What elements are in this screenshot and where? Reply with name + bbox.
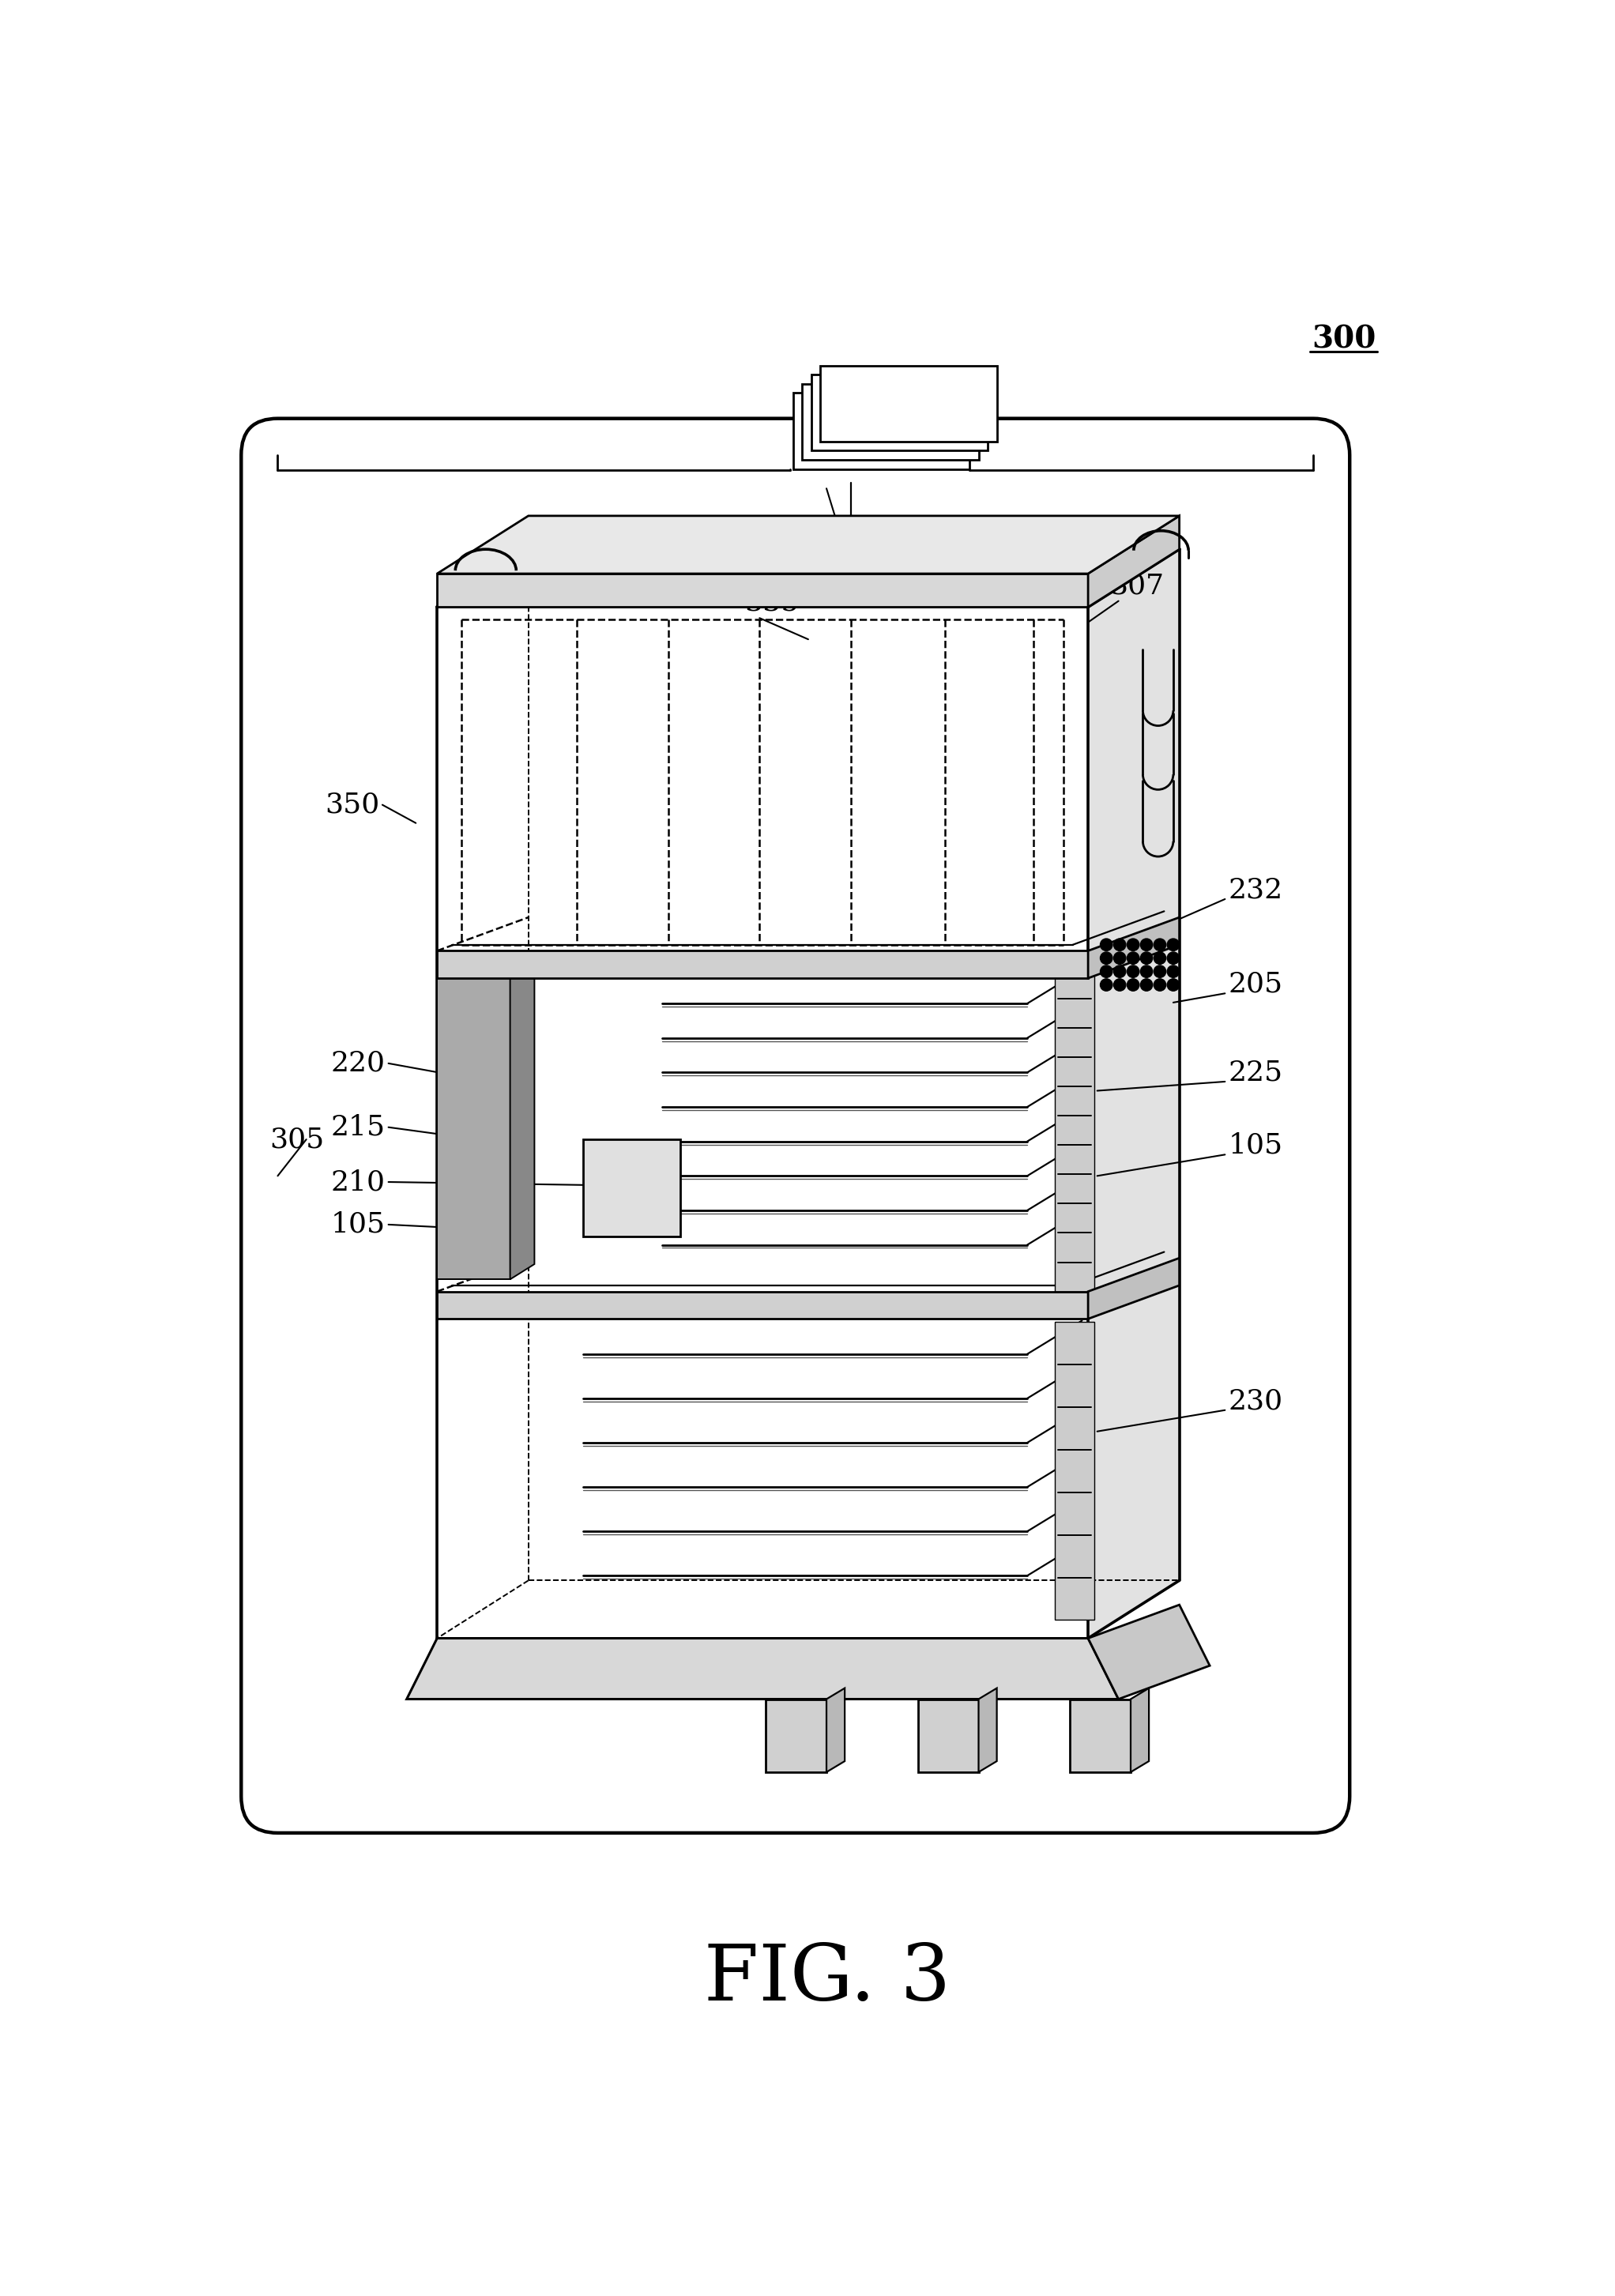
Circle shape [1100,978,1113,992]
Polygon shape [438,1290,1089,1318]
Polygon shape [438,951,1089,978]
Polygon shape [583,1139,680,1238]
Polygon shape [438,517,1179,574]
Text: 335: 335 [745,590,799,615]
Text: 305: 305 [270,1125,325,1153]
Circle shape [1114,964,1126,978]
Bar [811,374,988,450]
Circle shape [1140,978,1153,992]
Circle shape [1153,939,1166,951]
Polygon shape [1130,1688,1148,1773]
Circle shape [1114,953,1126,964]
Polygon shape [510,953,535,1279]
Text: FIG. 3: FIG. 3 [704,1940,951,2016]
Polygon shape [917,1699,979,1773]
Text: 125: 125 [811,523,866,551]
Polygon shape [1089,549,1179,1639]
Text: 350: 350 [325,792,380,817]
Polygon shape [1055,1322,1095,1621]
Circle shape [1100,964,1113,978]
Polygon shape [1055,969,1095,1290]
Circle shape [1153,964,1166,978]
Polygon shape [438,574,1089,606]
Circle shape [1127,953,1139,964]
Circle shape [1168,978,1179,992]
Circle shape [1100,953,1113,964]
Circle shape [1140,939,1153,951]
Text: 205: 205 [1227,971,1282,999]
Polygon shape [438,606,1089,1639]
Polygon shape [1089,1258,1179,1318]
Polygon shape [1089,918,1179,978]
Polygon shape [979,1688,996,1773]
Text: 105: 105 [331,1212,386,1238]
Text: 105: 105 [1227,1132,1282,1159]
Text: 307: 307 [1110,572,1164,599]
Text: 230: 230 [1227,1387,1282,1414]
Circle shape [1114,978,1126,992]
Polygon shape [827,1688,845,1773]
Circle shape [1127,939,1139,951]
Text: 215: 215 [331,1114,386,1141]
Bar [803,383,979,459]
Circle shape [1153,978,1166,992]
Circle shape [1168,964,1179,978]
Text: 210: 210 [331,1169,386,1196]
Text: 232: 232 [1227,877,1282,902]
Circle shape [1140,953,1153,964]
Circle shape [1127,964,1139,978]
Polygon shape [407,1639,1119,1699]
Bar [793,393,969,468]
Circle shape [1168,953,1179,964]
Circle shape [1153,953,1166,964]
Polygon shape [1089,517,1179,606]
Text: HDD(S): HDD(S) [820,418,942,445]
Circle shape [1100,939,1113,951]
Circle shape [1140,964,1153,978]
Polygon shape [766,1699,827,1773]
Text: 225: 225 [1227,1058,1282,1086]
Polygon shape [1069,1699,1130,1773]
Text: 300: 300 [1311,324,1376,354]
Text: 220: 220 [331,1049,386,1077]
Circle shape [1168,939,1179,951]
Polygon shape [1089,1605,1210,1699]
Circle shape [1114,939,1126,951]
Polygon shape [438,549,1179,606]
Polygon shape [438,969,510,1279]
Bar [820,365,996,441]
Circle shape [1127,978,1139,992]
